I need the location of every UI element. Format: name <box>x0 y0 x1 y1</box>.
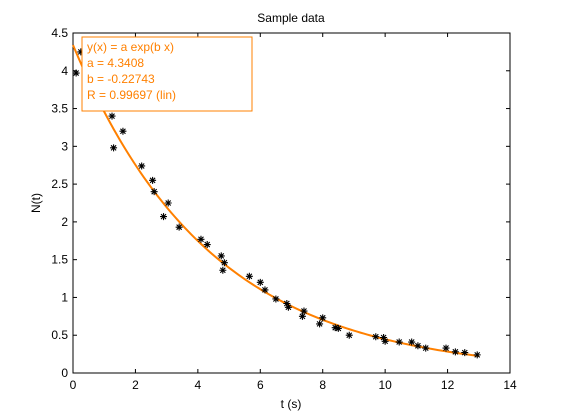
data-point <box>217 252 225 260</box>
x-tick-label: 8 <box>319 378 326 392</box>
data-point <box>473 351 481 359</box>
data-point <box>422 344 430 352</box>
data-point <box>108 112 116 120</box>
annotation-line-1: y(x) = a exp(b x) <box>87 40 174 54</box>
y-tick-label: 2 <box>61 215 68 229</box>
y-tick-label: 3.5 <box>51 102 68 116</box>
data-point <box>442 344 450 352</box>
annotation-line-2: a = 4.3408 <box>87 56 144 70</box>
data-point <box>298 312 306 320</box>
y-tick-label: 2.5 <box>51 177 68 191</box>
y-axis-label: N(t) <box>29 193 43 213</box>
data-point <box>203 241 211 249</box>
data-point <box>197 235 205 243</box>
chart-title: Sample data <box>257 11 325 25</box>
data-point <box>283 299 291 307</box>
data-point <box>272 295 280 303</box>
data-point <box>408 338 416 346</box>
x-tick-label: 0 <box>70 378 77 392</box>
data-point <box>110 144 118 152</box>
data-point <box>245 272 253 280</box>
data-point <box>256 278 264 286</box>
data-point <box>461 349 469 357</box>
data-point <box>451 348 459 356</box>
data-point <box>149 176 157 184</box>
y-tick-label: 1 <box>61 290 68 304</box>
data-point <box>300 307 308 315</box>
data-point <box>380 333 388 341</box>
data-point <box>175 223 183 231</box>
data-points-layer <box>72 48 481 359</box>
x-tick-label: 12 <box>441 378 455 392</box>
data-point <box>138 162 146 170</box>
x-tick-label: 6 <box>257 378 264 392</box>
data-point <box>160 213 168 221</box>
data-point <box>72 69 80 77</box>
data-point <box>77 48 85 56</box>
y-tick-label: 4.5 <box>51 26 68 40</box>
y-tick-label: 3 <box>61 139 68 153</box>
y-tick-label: 1.5 <box>51 253 68 267</box>
data-point <box>395 338 403 346</box>
annotation-line-3: b = -0.22743 <box>87 72 155 86</box>
data-point <box>220 259 228 267</box>
y-tick-label: 0.5 <box>51 328 68 342</box>
x-tick-label: 10 <box>378 378 392 392</box>
data-point <box>119 127 127 135</box>
data-point <box>316 320 324 328</box>
data-point <box>372 333 380 341</box>
axis-ticks: 0 2 4 6 8 10 12 14 0 0.5 1 1.5 2 2.5 3 3.5 4 4.5 <box>51 26 517 392</box>
data-point <box>164 199 172 207</box>
data-point <box>219 266 227 274</box>
annotation-line-4: R = 0.99697 (lin) <box>87 88 176 102</box>
x-tick-label: 2 <box>132 378 139 392</box>
data-point <box>334 324 342 332</box>
y-tick-label: 0 <box>61 366 68 380</box>
x-tick-label: 4 <box>195 378 202 392</box>
y-tick-label: 4 <box>61 64 68 78</box>
data-point <box>331 324 339 332</box>
data-point <box>345 331 353 339</box>
data-point <box>381 337 389 345</box>
x-axis-label: t (s) <box>281 397 302 411</box>
annotation-box <box>81 36 253 112</box>
data-point <box>261 286 269 294</box>
x-tick-label: 14 <box>503 378 517 392</box>
data-point <box>150 188 158 196</box>
fit-annotation: y(x) = a exp(b x) a = 4.3408 b = -0.2274… <box>81 36 253 112</box>
data-point <box>319 314 327 322</box>
data-point <box>284 303 292 311</box>
data-point <box>414 342 422 350</box>
